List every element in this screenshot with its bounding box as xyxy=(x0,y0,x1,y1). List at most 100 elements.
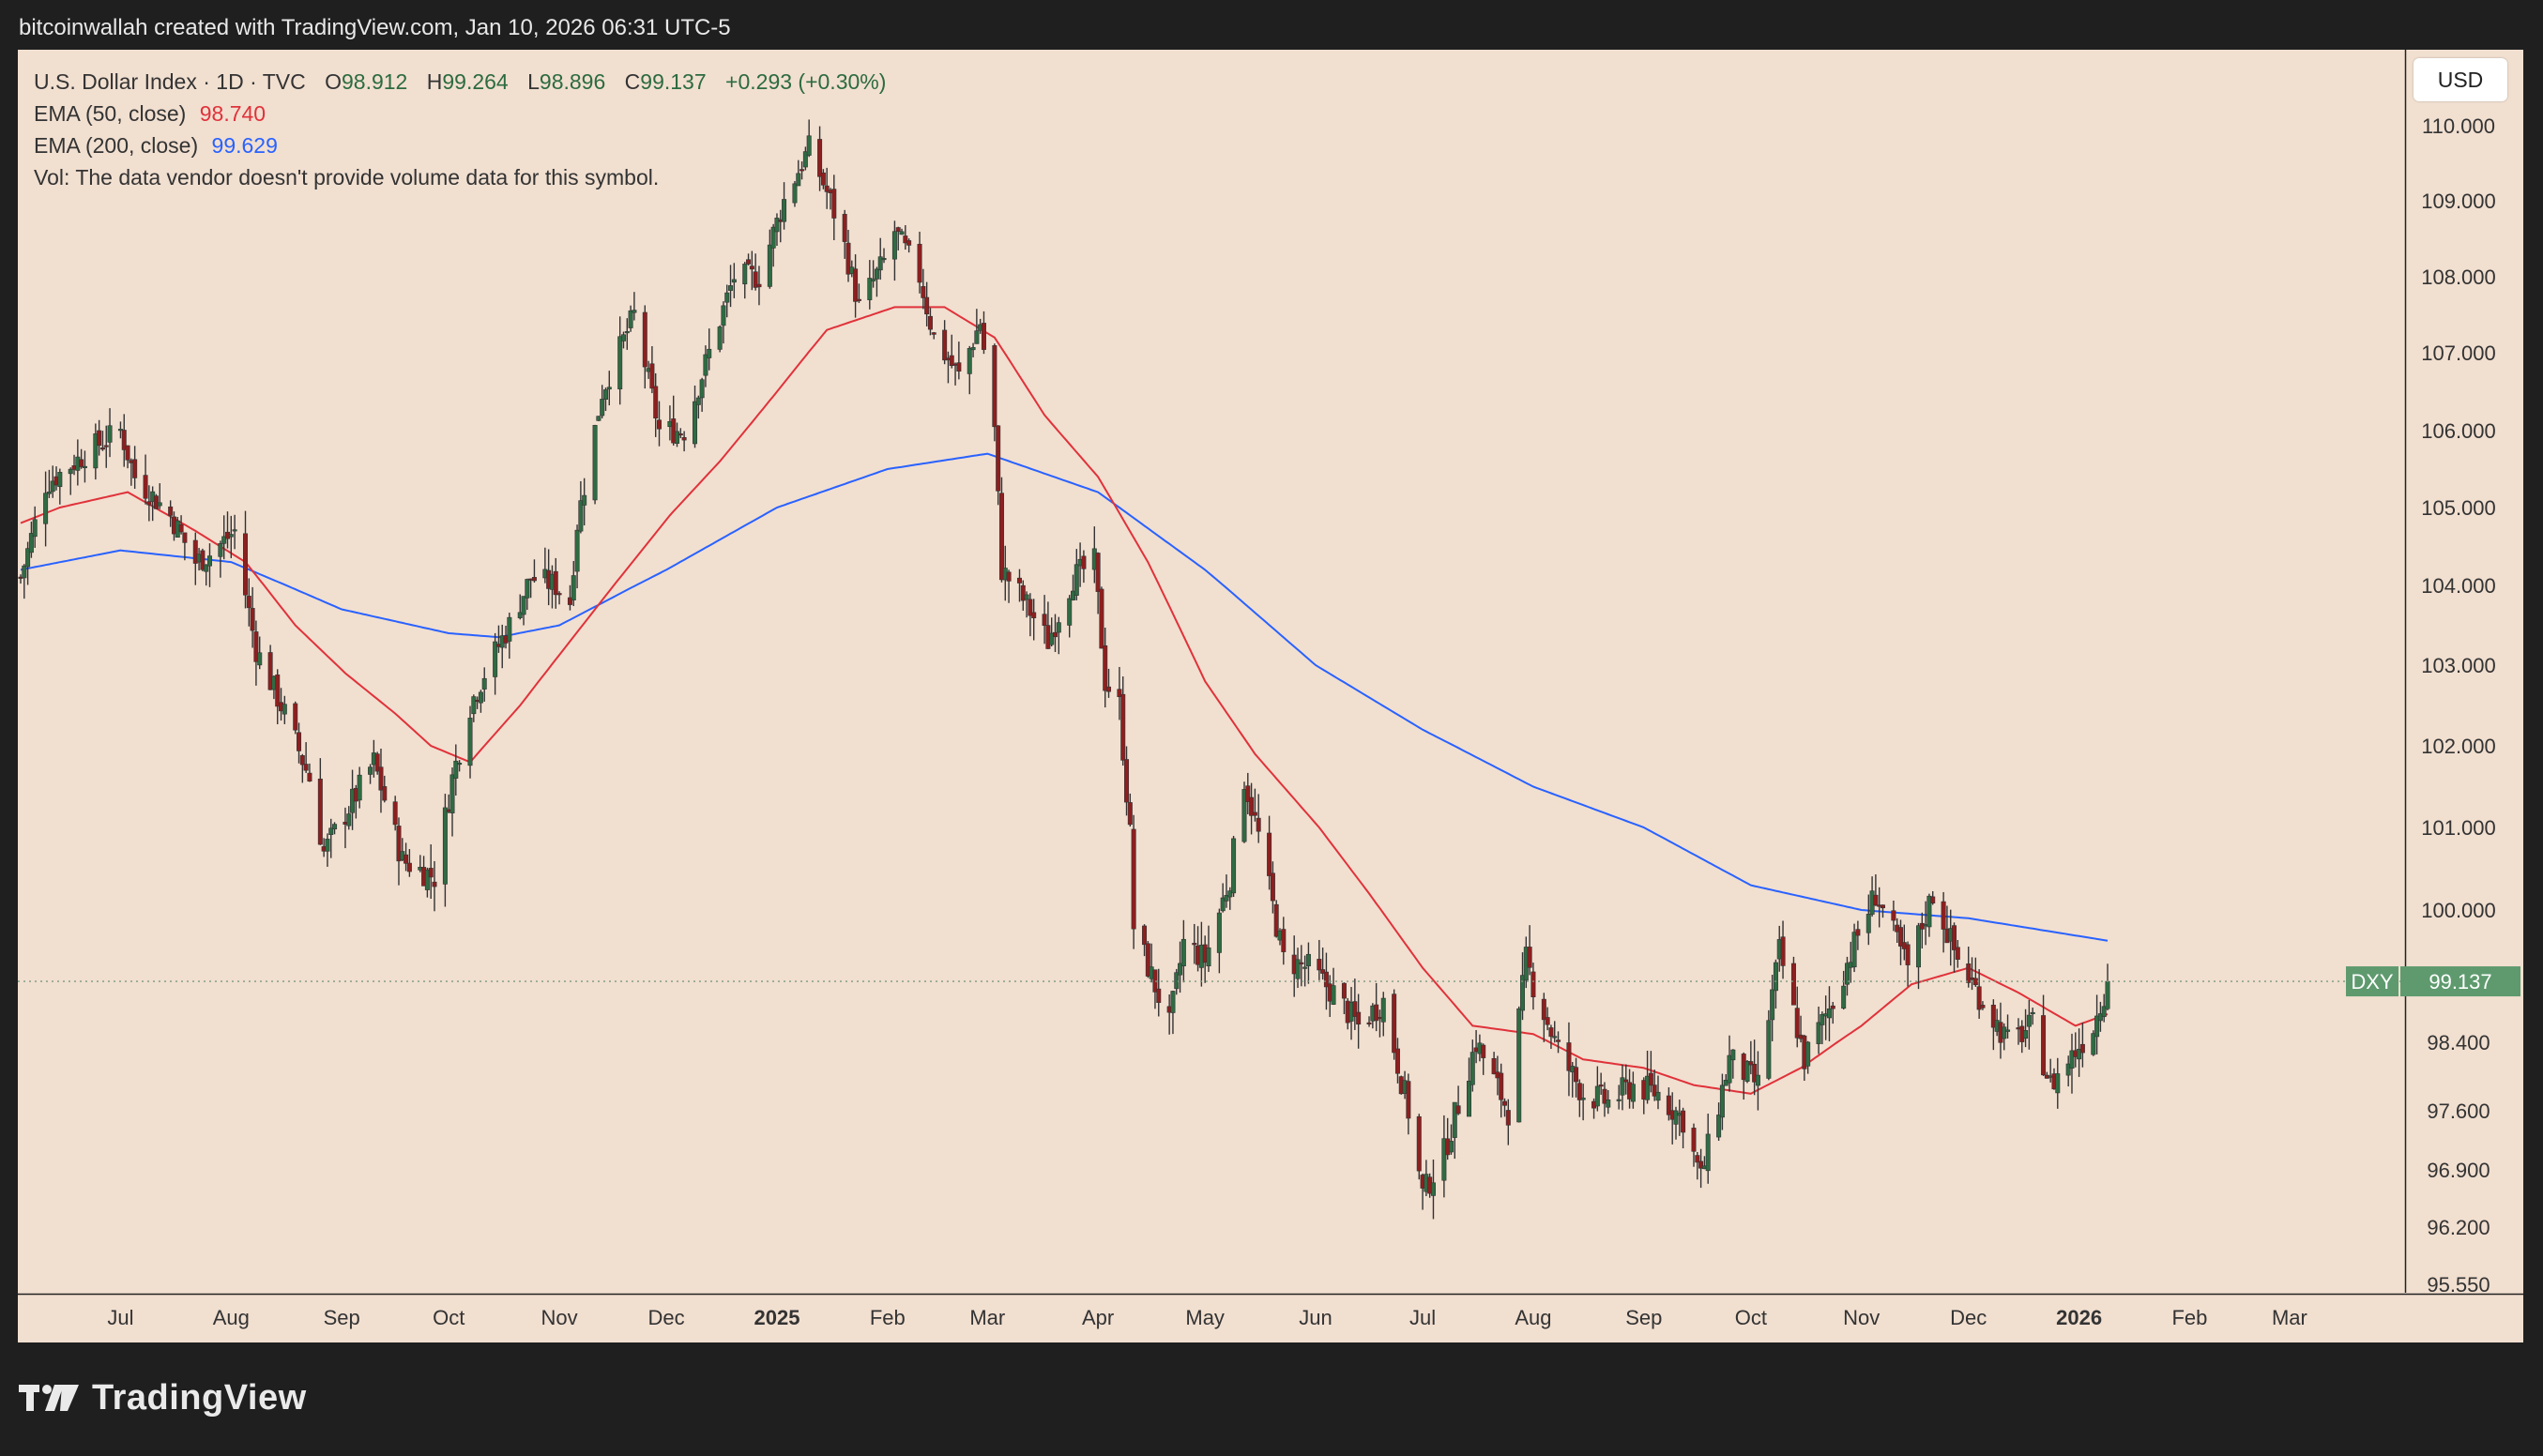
candle xyxy=(1042,595,1047,645)
candle-body xyxy=(1323,971,1329,988)
candle xyxy=(671,395,677,446)
candle xyxy=(467,705,473,779)
candle-body xyxy=(1256,817,1261,832)
candle xyxy=(1491,1052,1497,1075)
candle-body xyxy=(1192,943,1197,946)
candle-body xyxy=(924,296,930,315)
candle-body xyxy=(267,652,273,690)
candle-body xyxy=(1028,599,1033,616)
candle-body xyxy=(68,468,73,475)
candle xyxy=(1406,1073,1411,1135)
candle xyxy=(602,387,608,412)
candle-body xyxy=(50,480,55,493)
candle-body xyxy=(1695,1155,1700,1163)
candle-body xyxy=(221,536,227,544)
candle xyxy=(457,760,463,772)
candle-body xyxy=(1170,991,1176,1013)
candle-body xyxy=(1727,1054,1732,1084)
candle xyxy=(275,669,281,725)
candle xyxy=(1645,1050,1651,1104)
candle xyxy=(728,265,734,308)
candle-body xyxy=(517,612,523,618)
candle xyxy=(742,262,748,299)
candle xyxy=(1252,788,1257,822)
legend-ema200-row[interactable]: EMA (200, close) 99.629 xyxy=(34,129,886,161)
candle xyxy=(746,253,752,265)
candle-body xyxy=(103,445,109,447)
candle-body xyxy=(1851,932,1857,968)
chart-panel[interactable] xyxy=(18,50,2523,1342)
candle-body xyxy=(1620,1077,1625,1096)
candle-body xyxy=(471,696,477,715)
x-tick-label: Oct xyxy=(433,1306,464,1329)
x-axis-labels: Jul Aug Sep Oct Nov Dec 2025 Feb Mar Apr May Jun Jul… xyxy=(107,1306,2307,1329)
candle-body xyxy=(1466,1081,1471,1117)
candle xyxy=(499,624,505,669)
candle-body xyxy=(653,386,659,419)
candle xyxy=(703,345,708,387)
candle xyxy=(1520,952,1526,1021)
candle-body xyxy=(1505,1110,1511,1126)
candle-body xyxy=(717,326,723,350)
candle-body xyxy=(617,336,623,389)
candle-body xyxy=(168,506,174,516)
candle xyxy=(1545,1007,1550,1031)
y-tick-label: 101.000 xyxy=(2421,816,2496,840)
candle xyxy=(820,169,826,190)
candle xyxy=(253,620,259,686)
candle xyxy=(2002,1023,2007,1051)
candle-body xyxy=(949,355,954,366)
y-tick-label: 107.000 xyxy=(2421,341,2496,365)
candle xyxy=(1394,1038,1400,1084)
candle-body xyxy=(1103,645,1108,691)
x-tick-label: Sep xyxy=(324,1306,360,1329)
candle xyxy=(881,248,887,264)
symbol-name[interactable]: U.S. Dollar Index · 1D · TVC xyxy=(34,69,306,94)
candle-body xyxy=(1681,1110,1686,1133)
x-tick-label: Jun xyxy=(1299,1306,1332,1329)
candle-body xyxy=(143,475,148,499)
candle xyxy=(649,345,655,394)
legend-ema50-row[interactable]: EMA (50, close) 98.740 xyxy=(34,98,886,129)
candle xyxy=(967,345,972,395)
candle xyxy=(1220,883,1226,913)
candle-body xyxy=(1352,1001,1358,1017)
currency-button[interactable]: USD xyxy=(2414,58,2507,101)
candle-body xyxy=(1616,1099,1622,1101)
candle-body xyxy=(856,298,861,301)
candle xyxy=(1106,668,1112,698)
candle xyxy=(146,485,152,522)
candle xyxy=(299,753,305,783)
candle xyxy=(756,265,762,306)
candle-body xyxy=(57,472,63,488)
candle-body xyxy=(1281,929,1287,952)
candle-body xyxy=(1666,1095,1671,1115)
candle xyxy=(82,450,87,483)
candle-body xyxy=(1366,1022,1372,1024)
candle-body xyxy=(731,279,737,283)
candle xyxy=(143,454,148,505)
candle xyxy=(22,564,27,599)
candle-body xyxy=(1527,947,1532,968)
candle xyxy=(1844,956,1850,996)
candle xyxy=(442,794,448,907)
tradingview-logo-icon xyxy=(19,1385,79,1411)
candle-body xyxy=(582,494,587,506)
candle-body xyxy=(770,226,776,249)
candle-body xyxy=(1794,1008,1800,1039)
candle-body xyxy=(2041,1015,2047,1076)
candle-body xyxy=(906,240,912,246)
candle xyxy=(1955,940,1960,968)
candle xyxy=(592,424,598,505)
candle-body xyxy=(874,268,879,280)
candle-body xyxy=(117,429,123,432)
candle-body xyxy=(992,345,997,428)
candle-body xyxy=(1067,598,1073,626)
candle-body xyxy=(1744,1060,1750,1082)
chart-legend: U.S. Dollar Index · 1D · TVC O98.912 H99… xyxy=(34,66,886,193)
tradingview-brand[interactable]: TradingView xyxy=(19,1374,307,1421)
candle xyxy=(1816,1006,1821,1054)
x-tick-label: Dec xyxy=(648,1306,685,1329)
candle-body xyxy=(1691,1128,1697,1152)
